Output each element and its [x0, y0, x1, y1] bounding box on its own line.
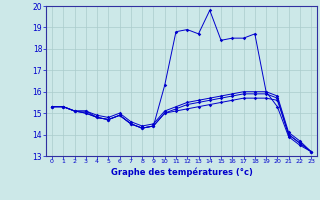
X-axis label: Graphe des températures (°c): Graphe des températures (°c)	[111, 167, 252, 177]
